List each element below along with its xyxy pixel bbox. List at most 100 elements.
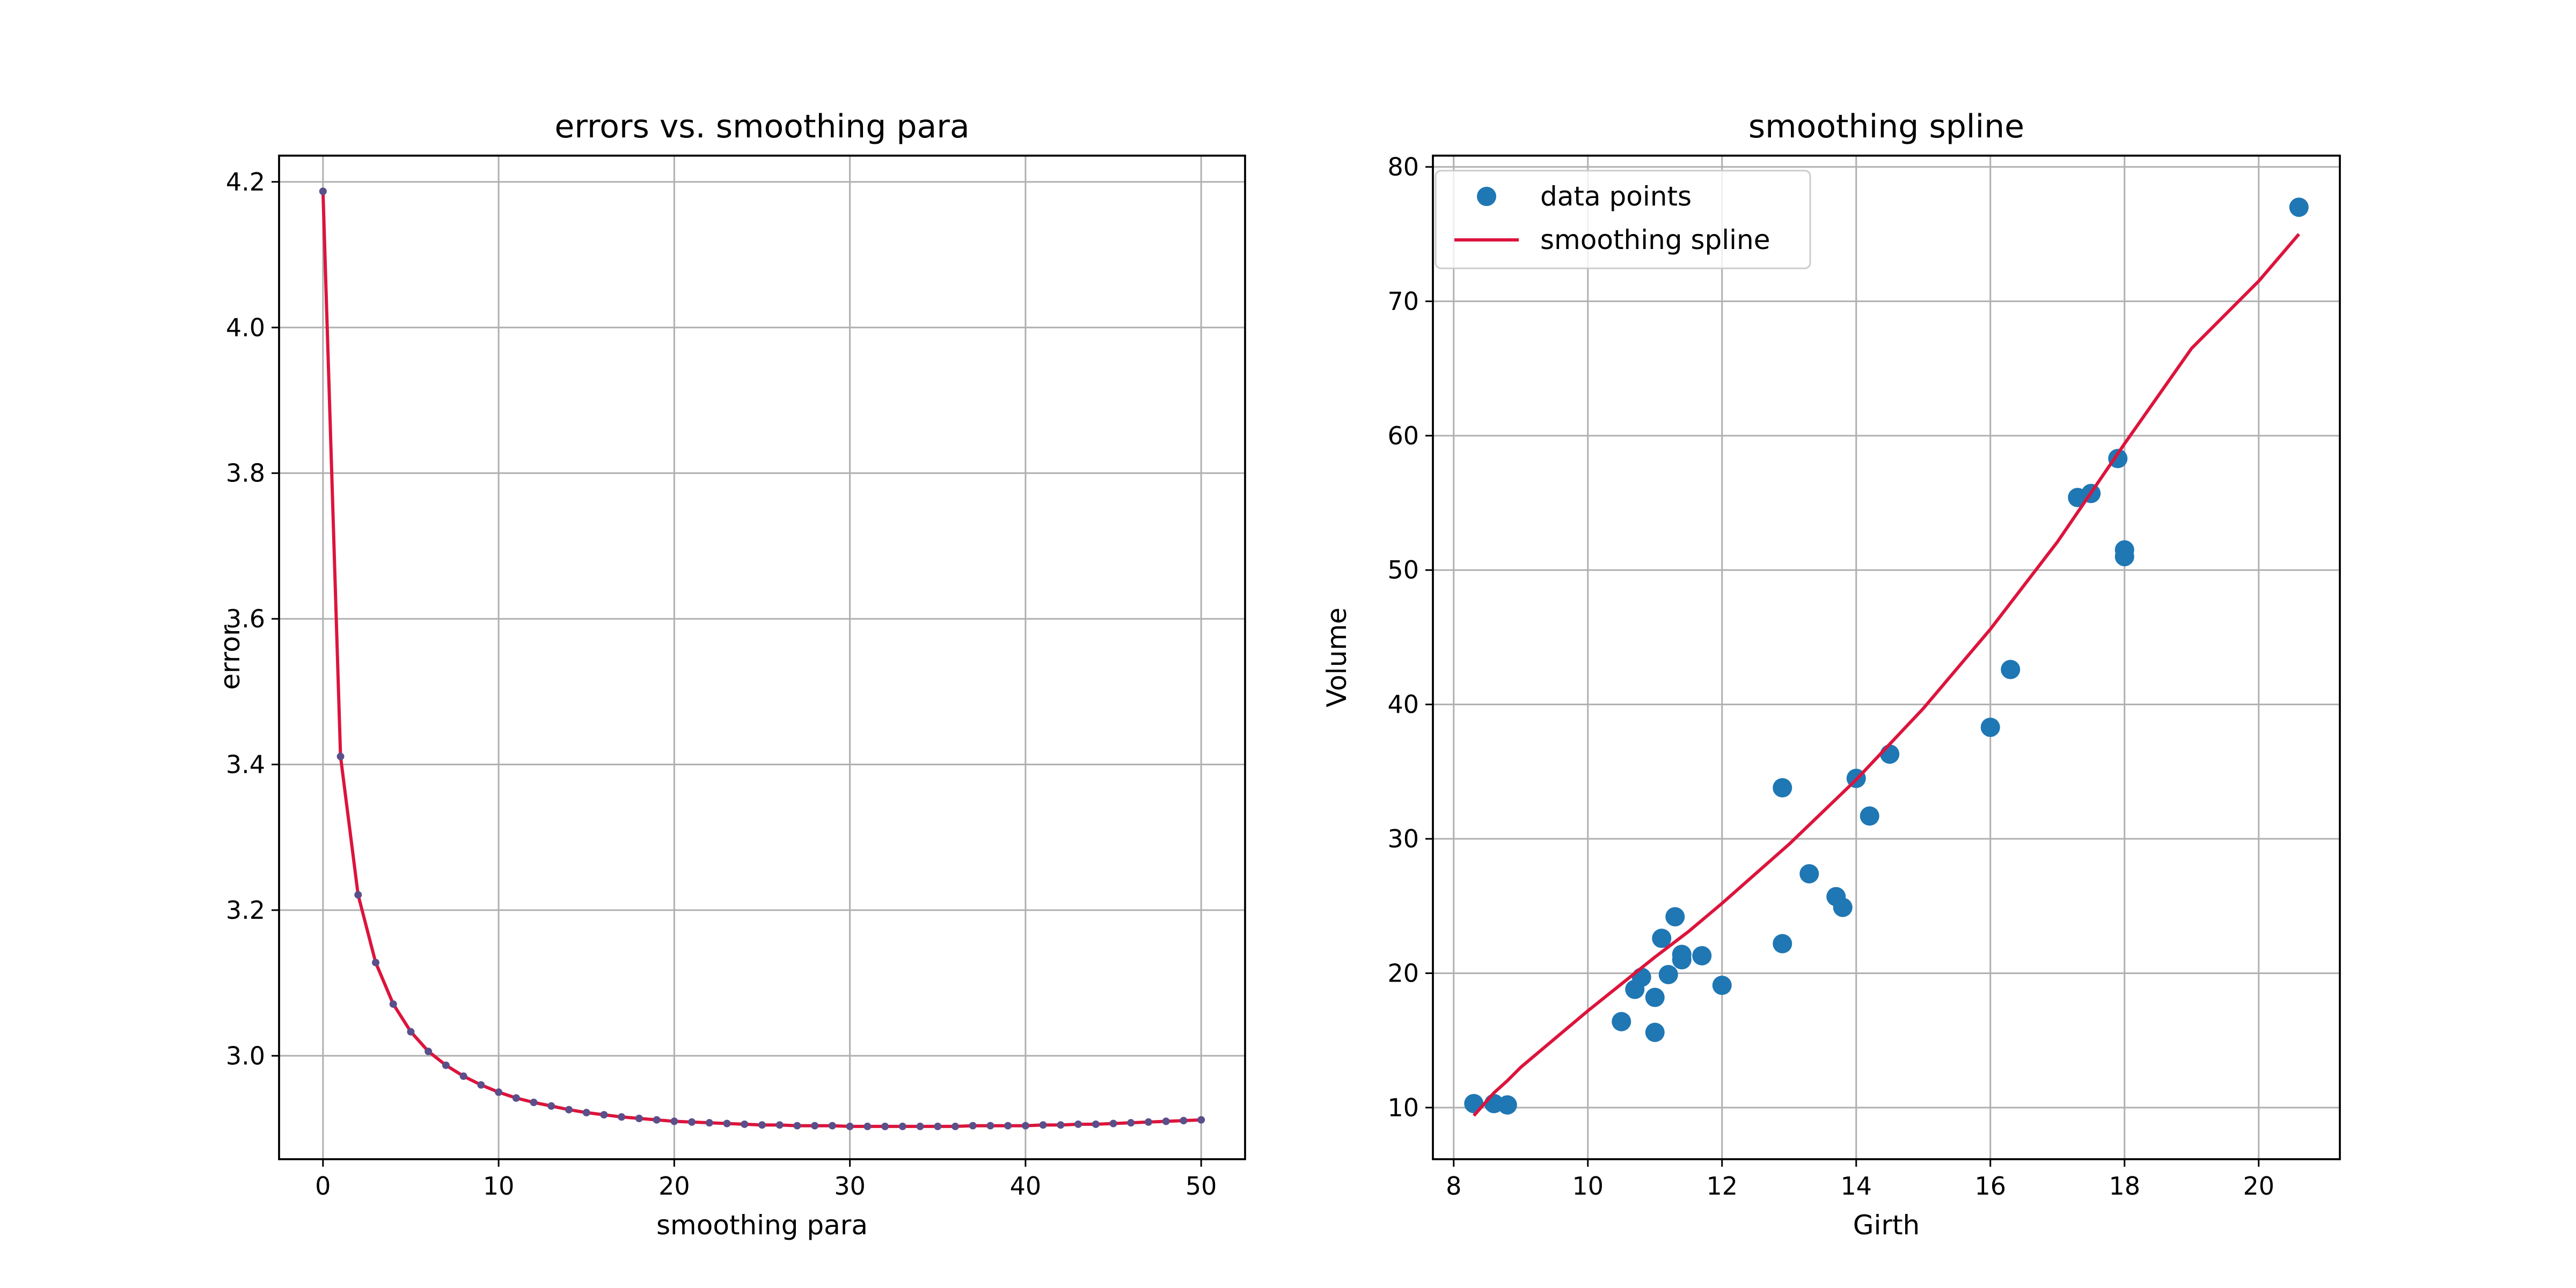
error-point bbox=[1004, 1122, 1012, 1130]
left-x-tick-label: 10 bbox=[483, 1172, 515, 1201]
error-point bbox=[1180, 1117, 1188, 1125]
left-grid bbox=[279, 156, 1245, 1159]
error-point bbox=[1197, 1116, 1205, 1124]
right-x-tick-label: 18 bbox=[2109, 1172, 2140, 1201]
error-point bbox=[442, 1061, 450, 1069]
error-point bbox=[934, 1122, 942, 1130]
error-point bbox=[565, 1106, 573, 1114]
left-x-axis-label: smoothing para bbox=[656, 1210, 868, 1241]
left-y-tick-label: 3.8 bbox=[226, 459, 265, 488]
error-point bbox=[1145, 1118, 1152, 1126]
left-x-tick-label: 0 bbox=[315, 1172, 331, 1201]
data-point bbox=[1665, 907, 1685, 927]
error-point bbox=[653, 1116, 661, 1124]
error-point bbox=[723, 1119, 731, 1128]
error-point bbox=[916, 1122, 924, 1130]
error-point bbox=[881, 1122, 889, 1130]
left-y-tick-label: 4.2 bbox=[226, 167, 265, 196]
left-x-tick-label: 50 bbox=[1185, 1172, 1217, 1201]
error-point bbox=[459, 1072, 467, 1080]
data-point bbox=[1631, 967, 1651, 987]
error-point bbox=[952, 1122, 959, 1130]
right-y-tick-label: 40 bbox=[1387, 690, 1419, 719]
left-y-axis-label: error bbox=[215, 625, 246, 690]
right-y-tick-label: 30 bbox=[1387, 824, 1419, 853]
data-point bbox=[1799, 864, 1819, 884]
error-point bbox=[1057, 1121, 1065, 1129]
data-point bbox=[1612, 1012, 1631, 1031]
error-point bbox=[530, 1099, 538, 1107]
error-point bbox=[1162, 1117, 1170, 1125]
error-point bbox=[407, 1028, 415, 1036]
right-x-tick-label: 20 bbox=[2243, 1172, 2274, 1201]
data-point bbox=[1712, 975, 1732, 995]
right-x-tick-label: 8 bbox=[1446, 1172, 1461, 1201]
right-y-tick-label: 80 bbox=[1387, 152, 1419, 181]
error-point bbox=[758, 1121, 766, 1129]
error-point bbox=[811, 1122, 819, 1130]
data-point bbox=[1833, 897, 1853, 917]
error-point bbox=[1074, 1120, 1082, 1128]
left-ticks: 0 10 20 30 40 50 3.0 3.2 3.4 3.6 3.8 4.0 4.2 bbox=[226, 167, 1217, 1201]
data-point bbox=[1652, 928, 1672, 948]
data-point bbox=[1980, 718, 2000, 737]
data-point bbox=[1645, 987, 1665, 1007]
left-chart-title: errors vs. smoothing para bbox=[554, 108, 969, 145]
error-point bbox=[793, 1122, 801, 1130]
error-point bbox=[1092, 1120, 1100, 1128]
error-point bbox=[389, 1000, 397, 1008]
right-ticks: 8 10 12 14 16 18 20 10 20 30 40 50 60 70 80 bbox=[1387, 152, 2274, 1201]
error-point bbox=[635, 1115, 643, 1123]
error-point bbox=[969, 1122, 977, 1130]
error-point bbox=[741, 1120, 749, 1128]
error-point bbox=[600, 1111, 608, 1119]
error-point bbox=[775, 1121, 784, 1129]
left-y-tick-label: 3.2 bbox=[226, 896, 265, 925]
right-y-tick-label: 10 bbox=[1387, 1093, 1419, 1122]
right-x-tick-label: 12 bbox=[1706, 1172, 1738, 1201]
right-y-tick-label: 70 bbox=[1387, 287, 1419, 316]
data-point bbox=[1773, 778, 1792, 797]
left-x-tick-label: 40 bbox=[1010, 1172, 1042, 1201]
legend-box bbox=[1435, 170, 1811, 269]
smoothing-spline-line bbox=[1472, 233, 2301, 1117]
legend-label-smoothing-spline: smoothing spline bbox=[1540, 224, 1770, 255]
error-point bbox=[547, 1102, 555, 1110]
data-point bbox=[1672, 945, 1692, 964]
right-y-tick-label: 20 bbox=[1387, 958, 1419, 987]
legend-marker-data-points bbox=[1477, 187, 1496, 206]
error-point bbox=[1039, 1121, 1047, 1129]
error-point bbox=[425, 1048, 433, 1056]
right-x-axis-label: Girth bbox=[1853, 1210, 1920, 1241]
legend: data points smoothing spline bbox=[1435, 170, 1811, 269]
error-point bbox=[846, 1122, 854, 1130]
left-y-tick-label: 3.4 bbox=[226, 750, 265, 779]
error-point bbox=[688, 1118, 696, 1126]
error-point bbox=[1127, 1119, 1135, 1127]
error-point bbox=[898, 1122, 906, 1130]
error-point bbox=[582, 1109, 590, 1117]
data-point bbox=[1860, 806, 1879, 826]
data-point bbox=[1658, 964, 1678, 984]
error-point bbox=[986, 1122, 994, 1130]
right-plot-frame bbox=[1432, 155, 2341, 1160]
right-x-tick-label: 16 bbox=[1974, 1172, 2006, 1201]
left-plot-frame bbox=[278, 155, 1246, 1160]
data-point bbox=[2289, 197, 2309, 217]
data-point bbox=[1692, 946, 1712, 965]
left-x-tick-label: 30 bbox=[834, 1172, 866, 1201]
error-point bbox=[618, 1113, 626, 1121]
error-point bbox=[863, 1122, 872, 1130]
data-point bbox=[1645, 1022, 1665, 1042]
right-y-tick-label: 50 bbox=[1387, 555, 1419, 584]
right-x-tick-label: 14 bbox=[1840, 1172, 1872, 1201]
right-grid bbox=[1433, 156, 2340, 1159]
legend-label-data-points: data points bbox=[1540, 181, 1692, 212]
left-y-tick-label: 4.0 bbox=[226, 313, 265, 342]
data-point bbox=[1880, 744, 1900, 764]
left-y-tick-label: 3.0 bbox=[226, 1041, 265, 1070]
error-point bbox=[1109, 1119, 1117, 1128]
right-y-axis-label: Volume bbox=[1321, 608, 1352, 707]
error-point bbox=[354, 891, 362, 899]
